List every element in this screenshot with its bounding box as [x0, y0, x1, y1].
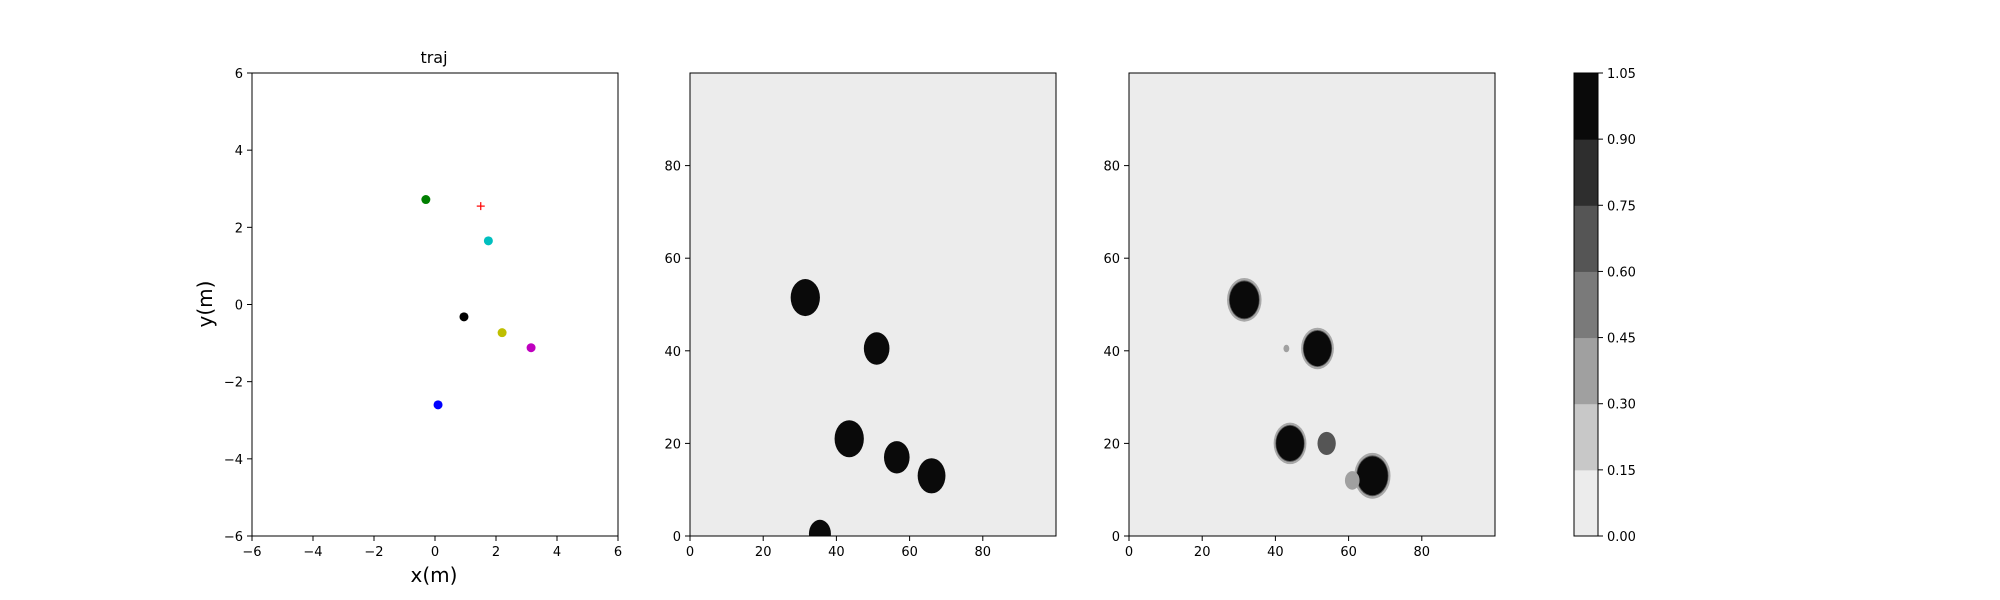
y-tick-label: 2 — [235, 221, 243, 236]
colorbar-bands — [1574, 73, 1598, 537]
trajectory-point — [497, 328, 507, 338]
x-tick-label: 40 — [1267, 545, 1284, 560]
colorbar-ticks: 0.00 0.15 0.30 0.45 0.60 0.75 0.90 1.05 — [1598, 67, 1636, 545]
x-tick-label: 4 — [553, 545, 561, 560]
colorbar-frame — [1573, 72, 1599, 537]
y-tick-label: 20 — [1103, 437, 1120, 452]
map-right-background — [1129, 73, 1495, 536]
traj-ticks: −6 −4 −2 0 2 4 6 −6 −4 −2 0 2 4 6 — [224, 67, 622, 560]
map-panel-right: 0 20 40 60 80 0 20 40 60 80 — [1103, 72, 1496, 560]
colorbar-tick-label: 0.75 — [1607, 199, 1636, 214]
x-tick-label: 60 — [901, 545, 918, 560]
x-tick-label: 80 — [1414, 545, 1431, 560]
y-tick-label: −6 — [224, 530, 243, 545]
occupancy-blob — [1303, 330, 1332, 367]
y-tick-label: 80 — [1103, 160, 1120, 175]
trajectory-point — [459, 312, 469, 322]
map-left-blobs — [790, 279, 946, 536]
x-tick-label: 0 — [686, 545, 694, 560]
y-tick-label: 40 — [1103, 345, 1120, 360]
occupancy-blob — [1357, 456, 1388, 496]
y-tick-label: 60 — [1103, 252, 1120, 267]
occupancy-blob — [917, 458, 946, 494]
occupancy-blob — [883, 441, 910, 474]
occupancy-blob — [863, 332, 890, 365]
y-tick-label: 40 — [664, 345, 681, 360]
colorbar-tick-label: 0.90 — [1607, 133, 1636, 148]
goal-marker — [476, 202, 485, 211]
occupancy-blob — [1229, 281, 1259, 319]
colorbar-band — [1574, 403, 1598, 471]
occupancy-blob — [808, 519, 831, 536]
trajectory-point — [421, 195, 431, 205]
x-tick-label: −6 — [242, 545, 261, 560]
x-tick-label: 0 — [431, 545, 439, 560]
colorbar-tick-label: 0.60 — [1607, 265, 1636, 280]
traj-points — [421, 195, 536, 410]
occupancy-blob — [1344, 471, 1360, 490]
y-tick-label: 6 — [235, 67, 243, 82]
map-panel-left: 0 20 40 60 80 0 20 40 60 80 — [664, 72, 1057, 560]
colorbar-tick-label: 0.45 — [1607, 332, 1636, 347]
traj-panel: traj −6 −4 −2 0 2 4 6 −6 −4 −2 0 2 4 6 x(m) y(m) — [193, 48, 622, 587]
y-tick-label: 4 — [235, 144, 243, 159]
map-right-axes-frame — [1128, 72, 1496, 537]
map-left-axes-frame — [689, 72, 1057, 537]
trajectory-point — [526, 343, 536, 353]
y-tick-label: 80 — [664, 160, 681, 175]
traj-ylabel: y(m) — [193, 281, 217, 328]
colorbar-tick-label: 0.30 — [1607, 398, 1636, 413]
y-tick-label: 0 — [673, 530, 681, 545]
colorbar-tick-label: 1.05 — [1607, 67, 1636, 82]
x-tick-label: −4 — [303, 545, 322, 560]
y-tick-label: −2 — [224, 376, 243, 391]
colorbar-band — [1574, 205, 1598, 272]
x-tick-label: −2 — [364, 545, 383, 560]
colorbar-tick-label: 0.00 — [1607, 530, 1636, 545]
occupancy-blob — [1283, 344, 1290, 353]
x-tick-label: 2 — [492, 545, 500, 560]
x-tick-label: 40 — [828, 545, 845, 560]
colorbar-band — [1574, 139, 1598, 206]
x-tick-label: 6 — [614, 545, 622, 560]
occupancy-blob — [790, 279, 820, 317]
traj-title: traj — [420, 48, 447, 67]
colorbar-band — [1574, 469, 1598, 537]
colorbar-band — [1574, 337, 1598, 405]
traj-axes-frame — [251, 72, 619, 537]
occupancy-blob — [834, 420, 864, 458]
y-tick-label: 0 — [1112, 530, 1120, 545]
occupancy-blob — [1276, 425, 1304, 461]
y-tick-label: 60 — [664, 252, 681, 267]
traj-xlabel: x(m) — [411, 563, 458, 587]
x-tick-label: 60 — [1340, 545, 1357, 560]
map-left-background — [690, 73, 1056, 536]
y-tick-label: −4 — [224, 453, 243, 468]
x-tick-label: 20 — [755, 545, 772, 560]
y-tick-label: 0 — [235, 299, 243, 314]
map-right-blobs — [1227, 278, 1391, 499]
occupancy-blob — [1317, 431, 1336, 455]
colorbar: 0.00 0.15 0.30 0.45 0.60 0.75 0.90 1.05 — [1573, 67, 1636, 545]
map-right-ticks: 0 20 40 60 80 0 20 40 60 80 — [1103, 160, 1430, 560]
y-tick-label: 20 — [664, 437, 681, 452]
x-tick-label: 0 — [1125, 545, 1133, 560]
x-tick-label: 20 — [1194, 545, 1211, 560]
colorbar-band — [1574, 73, 1598, 140]
colorbar-band — [1574, 271, 1598, 339]
x-tick-label: 80 — [975, 545, 992, 560]
trajectory-point — [483, 236, 493, 246]
trajectory-point — [433, 400, 443, 410]
map-left-ticks: 0 20 40 60 80 0 20 40 60 80 — [664, 160, 991, 560]
colorbar-tick-label: 0.15 — [1607, 464, 1636, 479]
